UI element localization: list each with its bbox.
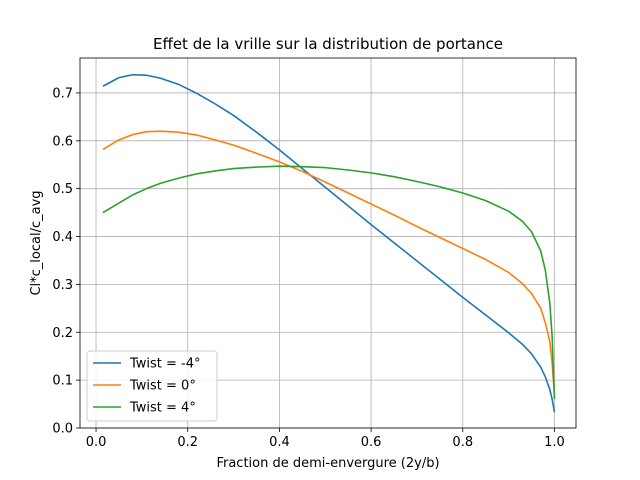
series-line-2	[102, 130, 556, 395]
chart-title: Effet de la vrille sur la distribution d…	[153, 35, 503, 53]
legend-label-1: Twist = -4°	[129, 357, 201, 372]
y-tick-label: 0.7	[52, 86, 73, 101]
y-axis-label: Cl*c_local/c_avg	[29, 190, 44, 295]
y-tick-label: 0.5	[52, 182, 73, 197]
legend-label-3: Twist = 4°	[129, 401, 196, 416]
y-tick-label: 0.1	[52, 374, 73, 389]
x-tick-label: 0.6	[361, 435, 382, 450]
x-tick-label: 0.8	[452, 435, 473, 450]
y-tick-label: 0.0	[52, 422, 73, 437]
plot-frame	[79, 57, 577, 429]
x-axis-label: Fraction de demi-envergure (2y/b)	[216, 456, 439, 471]
y-tick-label: 0.2	[52, 326, 73, 341]
series-line-1	[102, 73, 556, 413]
x-tick-label: 0.0	[86, 435, 107, 450]
x-axis-ticks: 0.0 0.2 0.4 0.6 0.8 1.0	[86, 428, 565, 450]
y-axis-ticks: 0.0 0.1 0.2 0.3 0.4 0.5 0.6 0.7	[52, 86, 80, 437]
x-tick-label: 0.2	[177, 435, 198, 450]
x-tick-label: 1.0	[544, 435, 565, 450]
series-layer	[102, 73, 556, 413]
y-tick-label: 0.6	[52, 134, 73, 149]
series-line-3	[102, 165, 556, 400]
legend-label-2: Twist = 0°	[129, 379, 196, 394]
y-tick-label: 0.3	[52, 278, 73, 293]
x-tick-label: 0.4	[269, 435, 290, 450]
legend: Twist = -4° Twist = 0° Twist = 4°	[86, 350, 218, 422]
y-tick-label: 0.4	[52, 230, 73, 245]
legend-box	[86, 350, 218, 422]
